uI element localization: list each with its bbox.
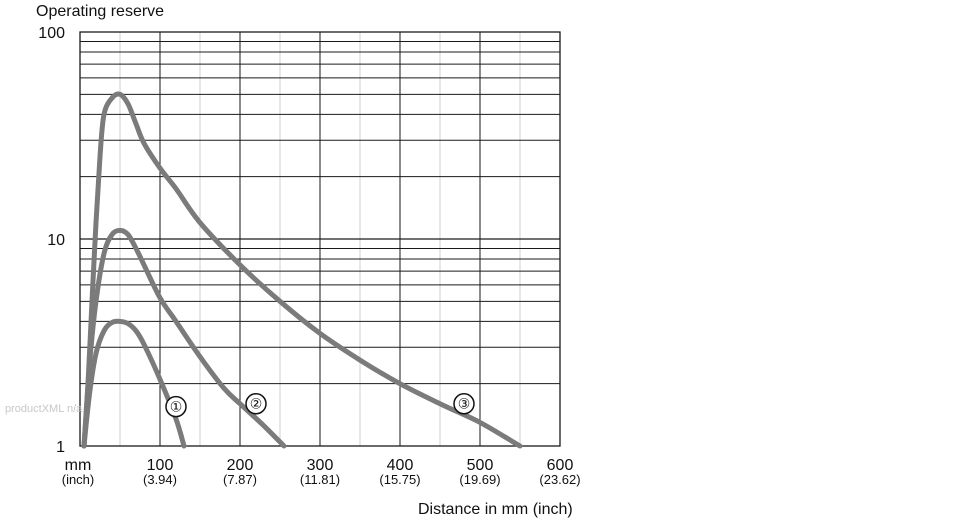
curve-label-3: ③: [458, 396, 471, 412]
x-tick-label: 100: [147, 457, 174, 474]
y-tick-label: 10: [47, 232, 65, 249]
series-line-2: [81, 227, 287, 449]
x-tick-label: 600: [547, 457, 574, 474]
curve-label-circle: [245, 392, 267, 415]
y-tick-label: 1: [56, 439, 65, 456]
x-tick-label: 400: [387, 457, 414, 474]
x-tick-sublabel: (19.69): [459, 472, 500, 487]
x-tick-sublabel: (7.87): [223, 472, 257, 487]
x-tick-sublabel: (11.81): [300, 472, 340, 487]
plot-frame: [79, 31, 561, 447]
tick-labels: 100(3.94)200(7.87)300(11.81)400(15.75)50…: [38, 25, 580, 487]
curve-label-1: ①: [170, 399, 183, 415]
x-tick-sublabel: (23.62): [539, 472, 580, 487]
x-tick-sublabel: (3.94): [143, 472, 177, 487]
y-axis-label: Operating reserve: [36, 3, 164, 20]
x-tick-label: 300: [307, 457, 334, 474]
curve-label-2: ②: [250, 396, 263, 412]
y-tick-label: 100: [38, 25, 65, 42]
x-tick-label: 200: [227, 457, 254, 474]
x-tick-sublabel: (15.75): [379, 472, 420, 487]
x-unit-label: mm: [65, 457, 92, 474]
series-line-1: [81, 318, 187, 449]
watermark: productXML n/a: [5, 403, 83, 415]
curve-labels: ① ② ③: [165, 392, 475, 418]
series-group: [81, 91, 523, 449]
grid: [79, 31, 561, 447]
curve-label-circle: [165, 395, 187, 418]
x-unit-sub-label: (inch): [62, 472, 95, 487]
curve-label-circle: [453, 392, 475, 415]
x-tick-label: 500: [467, 457, 494, 474]
series-line-3: [81, 91, 523, 449]
x-axis-label: Distance in mm (inch): [418, 501, 573, 518]
